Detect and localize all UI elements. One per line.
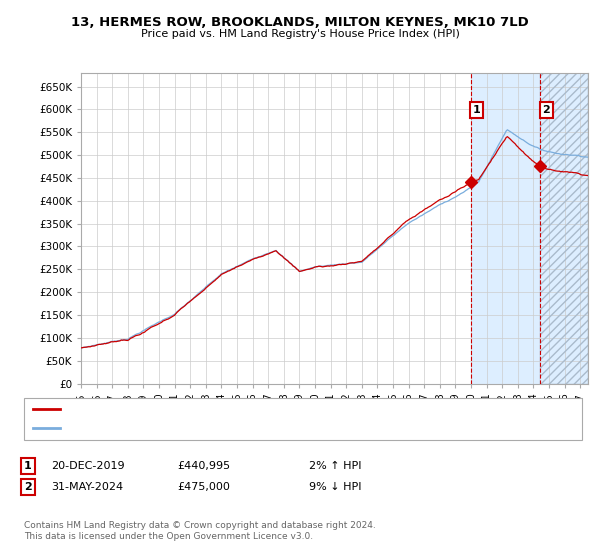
Bar [470, 73, 588, 384]
Text: 31-MAY-2024: 31-MAY-2024 [51, 482, 123, 492]
Text: 13, HERMES ROW, BROOKLANDS, MILTON KEYNES, MK10 7LD (detached house): 13, HERMES ROW, BROOKLANDS, MILTON KEYNE… [63, 404, 454, 414]
Text: £475,000: £475,000 [177, 482, 230, 492]
Text: 1: 1 [473, 105, 481, 115]
Text: 20-DEC-2019: 20-DEC-2019 [51, 461, 125, 471]
Text: £440,995: £440,995 [177, 461, 230, 471]
Text: 2: 2 [542, 105, 550, 115]
Text: HPI: Average price, detached house, Milton Keynes: HPI: Average price, detached house, Milt… [63, 423, 312, 433]
Text: 2: 2 [24, 482, 32, 492]
Text: Contains HM Land Registry data © Crown copyright and database right 2024.: Contains HM Land Registry data © Crown c… [24, 521, 376, 530]
Text: 13, HERMES ROW, BROOKLANDS, MILTON KEYNES, MK10 7LD: 13, HERMES ROW, BROOKLANDS, MILTON KEYNE… [71, 16, 529, 29]
Bar [540, 73, 588, 384]
Text: 9% ↓ HPI: 9% ↓ HPI [309, 482, 361, 492]
Text: 2% ↑ HPI: 2% ↑ HPI [309, 461, 361, 471]
Text: This data is licensed under the Open Government Licence v3.0.: This data is licensed under the Open Gov… [24, 532, 313, 541]
Text: Price paid vs. HM Land Registry's House Price Index (HPI): Price paid vs. HM Land Registry's House … [140, 29, 460, 39]
Text: 1: 1 [24, 461, 32, 471]
